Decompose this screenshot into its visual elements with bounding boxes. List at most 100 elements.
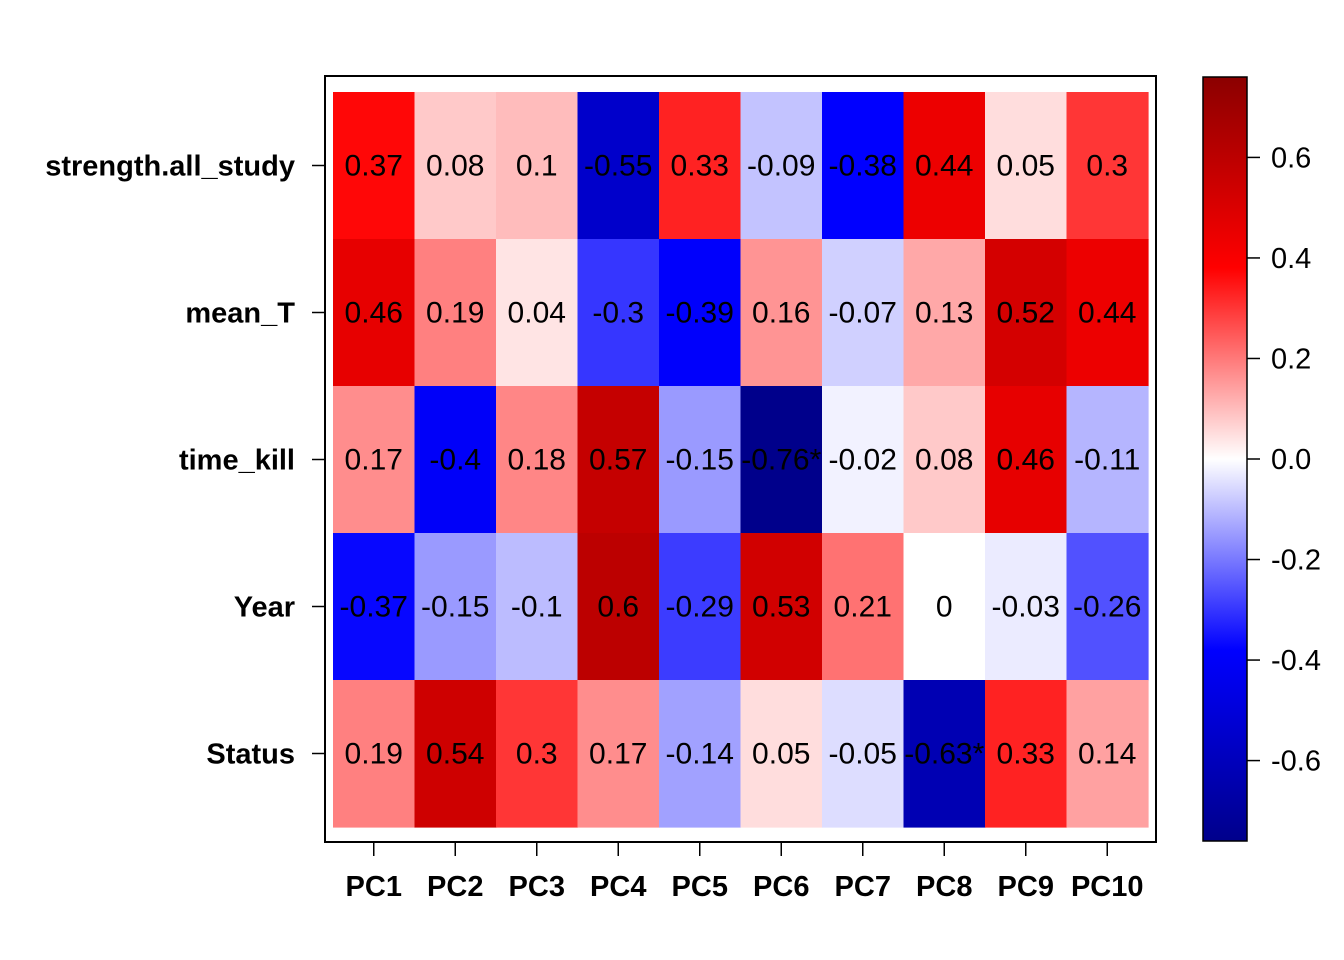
heatmap-cell [659,386,742,534]
cell-value-label: 0 [936,591,953,624]
heatmap-cell [903,92,986,240]
cell-value-label: 0.13 [915,297,973,330]
heatmap-cell [822,92,905,240]
cell-value-label: 0.19 [345,738,403,771]
heatmap-cell [740,680,823,828]
cell-value-label: -0.29 [666,591,734,624]
colorbar-tick-label: 0.4 [1271,243,1311,275]
heatmap-cell [496,92,579,240]
heatmap-cell [985,92,1068,240]
cell-value-label: -0.07 [829,297,897,330]
cell-value-label: -0.26 [1073,591,1141,624]
cell-value-label: 0.46 [997,444,1055,477]
colorbar [1202,76,1248,842]
cell-value-label: 0.37 [345,150,403,183]
heatmap-cell [659,533,742,681]
cell-value-label: -0.14 [666,738,734,771]
heatmap-cell [659,239,742,387]
colorbar-tick-label: 0.6 [1271,142,1311,174]
heatmap-cell [1066,680,1149,828]
heatmap-cell [985,239,1068,387]
heatmap-cell [414,92,497,240]
heatmap-cell [903,680,986,828]
heatmap-cell [740,239,823,387]
heatmap-cells: 0.37 0.08 0.1 -0.55 0.33 -0.09 -0.38 0.44 0.05 0.… [333,92,1149,828]
cell-value-label: 0.04 [508,297,566,330]
heatmap-cell [740,92,823,240]
cell-value-label: 0.05 [752,738,810,771]
cell-value-label: 0.08 [915,444,973,477]
heatmap-cell [414,239,497,387]
column-label: PC8 [916,871,972,903]
row-label: Status [206,739,295,771]
heatmap-cell [1066,533,1149,681]
heatmap-cell [577,92,660,240]
cell-value-label: 0.3 [1086,150,1128,183]
colorbar-tick-label: -0.4 [1271,645,1321,677]
heatmap-cell [496,386,579,534]
heatmap-cell [659,92,742,240]
cell-value-label: 0.05 [997,150,1055,183]
cell-value-label: -0.39 [666,297,734,330]
cell-value-label: 0.6 [597,591,639,624]
heatmap-cell [496,239,579,387]
cell-value-label: 0.08 [426,150,484,183]
cell-value-label: -0.11 [1074,444,1140,477]
cell-value-label: -0.05 [829,738,897,771]
cell-value-label: 0.33 [671,150,729,183]
heatmap-cell [577,533,660,681]
colorbar-tick-label: 0.2 [1271,343,1311,375]
heatmap-cell [822,680,905,828]
heatmap-cell [333,533,416,681]
heatmap-cell [903,239,986,387]
column-label: PC1 [346,871,402,903]
row-label: time_kill [179,445,295,477]
cell-value-label: -0.55 [584,150,652,183]
heatmap-cell [333,239,416,387]
cell-value-label: 0.14 [1078,738,1136,771]
cell-value-label: -0.63* [904,738,984,771]
heatmap-cell [822,239,905,387]
cell-value-label: -0.15 [666,444,734,477]
cell-value-label: -0.02 [829,444,897,477]
cell-value-label: -0.15 [421,591,489,624]
cell-value-label: -0.09 [747,150,815,183]
cell-value-label: -0.38 [829,150,897,183]
row-label: Year [234,592,295,624]
heatmap-cell [333,680,416,828]
cell-value-label: 0.17 [345,444,403,477]
cell-value-label: -0.76* [741,444,821,477]
cell-value-label: -0.37 [340,591,408,624]
column-labels: PC1 PC2 PC3 PC4 PC5 PC6 PC7 PC8 PC9 PC10 [346,842,1144,903]
cell-value-label: 0.52 [997,297,1055,330]
cell-value-label: 0.18 [508,444,566,477]
cell-value-label: 0.1 [516,150,558,183]
heatmap-cell [985,533,1068,681]
column-label: PC3 [509,871,565,903]
column-label: PC9 [998,871,1054,903]
heatmap-cell [740,386,823,534]
heatmap-cell [577,386,660,534]
colorbar-tick-label: -0.6 [1271,746,1321,778]
cell-value-label: 0.33 [997,738,1055,771]
cell-value-label: 0.57 [589,444,647,477]
cell-value-label: 0.3 [516,738,558,771]
cell-value-label: 0.44 [915,150,973,183]
cell-value-label: 0.21 [834,591,892,624]
column-label: PC2 [427,871,483,903]
column-label: PC4 [590,871,646,903]
heatmap-cell [496,533,579,681]
heatmap-cell [985,680,1068,828]
heatmap-cell [822,386,905,534]
cell-value-label: -0.1 [511,591,563,624]
row-label: mean_T [185,298,295,330]
heatmap-cell [1066,92,1149,240]
cell-value-label: 0.44 [1078,297,1136,330]
colorbar-ticks: -0.6 -0.4 -0.2 0.0 0.2 0.4 0.6 [1247,142,1321,778]
column-label: PC10 [1071,871,1144,903]
row-label: strength.all_study [45,151,295,183]
cell-value-label: 0.46 [345,297,403,330]
heatmap-cell [659,680,742,828]
heatmap-cell [414,533,497,681]
